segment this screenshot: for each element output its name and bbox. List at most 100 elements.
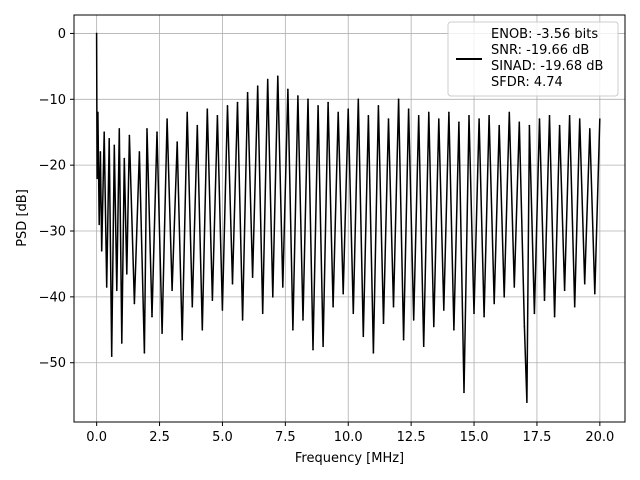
psd-data-point (578, 118, 581, 120)
psd-data-point (110, 355, 113, 357)
y-axis-label: PSD [dB] (15, 189, 30, 247)
psd-data-point (231, 282, 234, 285)
psd-data-point (493, 302, 495, 305)
y-tick-label: −30 (39, 225, 66, 240)
y-tick-label: −10 (39, 93, 66, 108)
psd-data-point (287, 88, 289, 91)
psd-data-point (543, 299, 546, 301)
psd-data-point (367, 114, 370, 117)
psd-data-point (526, 401, 528, 404)
y-axis: 0 −10 −20 −30 −40 −50 (39, 27, 74, 371)
psd-data-point (100, 249, 103, 252)
psd-data-point (251, 276, 254, 278)
psd-data-point (128, 134, 131, 137)
psd-data-point (181, 338, 183, 341)
psd-data-point (317, 105, 319, 107)
legend: ENOB: -3.56 bits SNR: -19.66 dB SINAD: -… (447, 21, 619, 97)
psd-data-point (377, 105, 380, 107)
psd-data-point (186, 111, 189, 114)
psd-data-point (171, 289, 173, 292)
y-tick-label: −40 (39, 290, 66, 305)
psd-data-point (113, 144, 116, 147)
psd-data-point (478, 118, 480, 120)
x-tick-label: 7.5 (275, 430, 296, 445)
psd-data-point (97, 111, 99, 114)
psd-data-point (498, 124, 501, 127)
psd-data-point (241, 319, 244, 321)
psd-data-point (297, 95, 299, 97)
psd-data-point (417, 114, 420, 117)
psd-data-point (432, 325, 435, 328)
psd-data-point (246, 91, 249, 94)
psd-data-point (599, 118, 601, 120)
psd-data-point (332, 305, 334, 308)
psd-data-point (443, 309, 445, 311)
psd-data-point (118, 128, 121, 130)
x-tick-label: 5.0 (212, 430, 233, 445)
psd-data-point (108, 138, 111, 140)
psd-data-point (533, 312, 536, 315)
psd-data-point (312, 348, 314, 351)
psd-data-point (105, 286, 108, 288)
psd-data-point (302, 319, 304, 321)
x-axis-label: Frequency [MHz] (295, 451, 404, 466)
legend-box (447, 21, 619, 97)
psd-data-point (133, 302, 136, 305)
psd-data-point (347, 108, 350, 110)
psd-data-point (322, 345, 324, 348)
psd-data-point (337, 111, 339, 114)
psd-data-point (126, 273, 128, 275)
psd-data-point (583, 282, 586, 285)
psd-data-point (138, 151, 141, 153)
psd-data-point (548, 114, 551, 117)
psd-data-point (412, 319, 415, 321)
psd-data-point (98, 223, 100, 226)
psd-data-point (397, 98, 400, 101)
psd-data-point (115, 289, 118, 292)
psd-data-point (206, 108, 209, 110)
psd-data-point (422, 345, 425, 348)
psd-data-point (143, 352, 146, 354)
psd-data-point (568, 114, 571, 117)
psd-data-point (387, 118, 390, 120)
psd-data-point (95, 32, 98, 35)
psd-data-point (362, 335, 365, 338)
psd-data-point (427, 111, 430, 114)
psd-data-point (99, 151, 102, 153)
psd-data-point (518, 121, 521, 124)
psd-series-line (95, 33, 601, 403)
psd-data-point (382, 322, 385, 325)
psd-data-point (458, 121, 460, 124)
psd-data-point (553, 315, 556, 318)
y-tick-label: 0 (58, 27, 66, 42)
psd-data-point (261, 312, 264, 315)
psd-data-point (594, 292, 596, 295)
psd-data-point (103, 131, 105, 134)
psd-data-point (191, 305, 194, 308)
legend-enob: ENOB: -3.56 bits (491, 27, 598, 42)
legend-sinad: SINAD: -19.68 dB (491, 59, 603, 74)
psd-data-point (523, 325, 526, 328)
psd-data-point (123, 157, 126, 160)
x-tick-label: 17.5 (522, 430, 551, 445)
psd-data-point (503, 296, 506, 298)
psd-data-point (176, 141, 178, 143)
psd-data-point (508, 111, 511, 114)
psd-data-point (211, 299, 214, 301)
psd-data-point (483, 315, 485, 318)
plot-area (95, 32, 601, 404)
x-tick-label: 10.0 (334, 430, 363, 445)
psd-data-point (372, 352, 375, 354)
psd-data-point (236, 101, 239, 104)
x-tick-label: 2.5 (149, 430, 170, 445)
psd-data-point (121, 342, 123, 344)
psd-data-point (342, 292, 345, 295)
psd-data-point (538, 118, 541, 120)
psd-data-point (307, 98, 309, 101)
psd-data-point (392, 305, 395, 308)
x-tick-label: 15.0 (460, 430, 489, 445)
psd-data-point (513, 286, 516, 288)
psd-data-point (146, 128, 148, 130)
psd-data-point (473, 312, 475, 315)
